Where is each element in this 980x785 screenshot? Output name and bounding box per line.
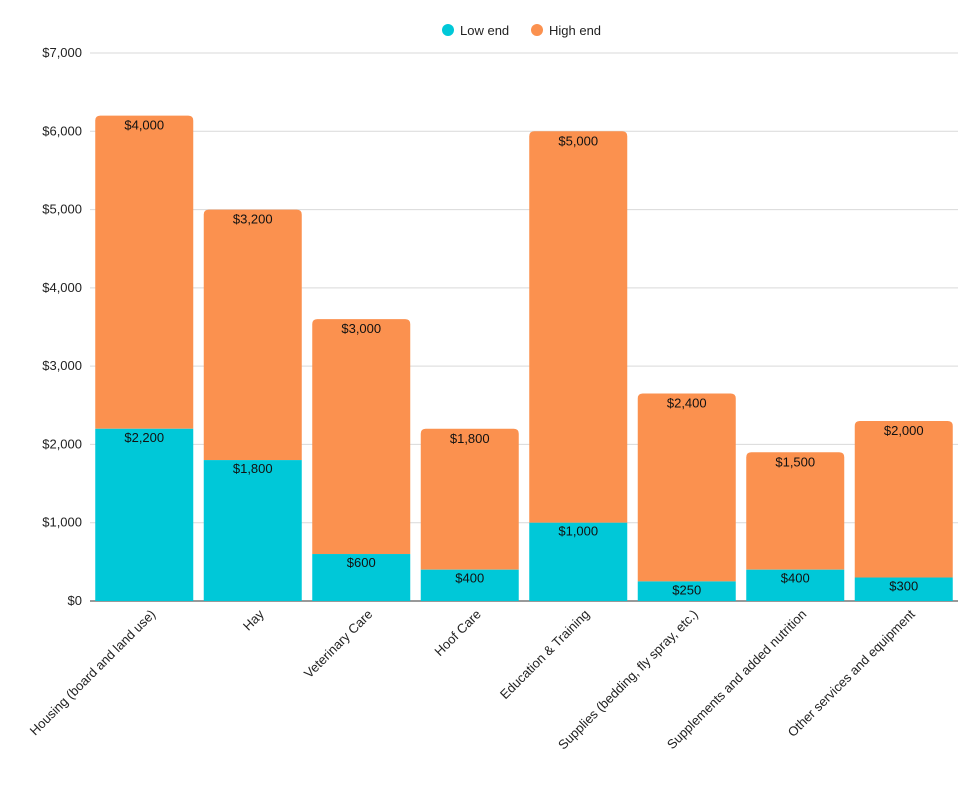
bar-high-end: [854, 420, 953, 578]
x-axis-ticks: Housing (board and land use) Hay Veterinar…: [27, 606, 918, 752]
bar-high-end: [746, 452, 845, 570]
y-tick-label: $0: [68, 593, 82, 608]
y-tick-label: $3,000: [42, 358, 82, 373]
data-label-high-end: $1,500: [775, 454, 815, 469]
bar-low-end: [312, 554, 411, 601]
bar-low-end: [746, 569, 845, 601]
data-label-high-end: $3,000: [341, 321, 381, 336]
data-label-low-end: $250: [672, 582, 701, 597]
data-label-low-end: $1,000: [558, 524, 598, 539]
bar-high-end: [95, 115, 194, 429]
x-tick-label: Veterinary Care: [301, 607, 375, 681]
bar-low-end: [95, 428, 194, 601]
y-tick-label: $5,000: [42, 202, 82, 217]
y-tick-label: $2,000: [42, 436, 82, 451]
y-tick-label: $7,000: [42, 45, 82, 60]
bar-high-end: [312, 319, 411, 555]
bar-high-end: [529, 131, 628, 523]
legend-marker: [442, 24, 454, 36]
x-tick-label: Education & Training: [497, 607, 592, 702]
x-tick-label: Housing (board and land use): [27, 607, 159, 739]
bars: [95, 115, 953, 601]
y-tick-label: $4,000: [42, 280, 82, 295]
y-tick-label: $1,000: [42, 515, 82, 530]
data-label-high-end: $3,200: [233, 212, 273, 227]
data-label-low-end: $2,200: [124, 430, 164, 445]
data-label-high-end: $2,000: [884, 423, 924, 438]
legend-label: High end: [549, 23, 601, 38]
data-label-low-end: $400: [455, 571, 484, 586]
legend: Low end High end: [442, 23, 601, 38]
data-label-low-end: $300: [889, 579, 918, 594]
data-label-high-end: $5,000: [558, 133, 598, 148]
bar-high-end: [420, 428, 519, 570]
bar-low-end: [203, 460, 302, 601]
data-label-high-end: $1,800: [450, 431, 490, 446]
bar-high-end: [637, 393, 736, 582]
data-label-high-end: $4,000: [124, 118, 164, 133]
data-label-low-end: $600: [347, 555, 376, 570]
bar-high-end: [203, 209, 302, 461]
legend-marker: [531, 24, 543, 36]
data-label-low-end: $400: [781, 571, 810, 586]
y-axis-ticks: $0 $1,000 $2,000 $3,000 $4,000 $5,000 $6,000 $7…: [42, 45, 82, 608]
x-tick-label: Hoof Care: [431, 607, 484, 660]
bar-low-end: [529, 522, 628, 601]
x-tick-label: Other services and equipment: [785, 606, 919, 740]
bar-low-end: [854, 577, 953, 601]
data-label-low-end: $1,800: [233, 461, 273, 476]
y-tick-label: $6,000: [42, 123, 82, 138]
bar-low-end: [420, 569, 519, 601]
x-tick-label: Hay: [240, 606, 267, 633]
legend-label: Low end: [460, 23, 509, 38]
data-label-high-end: $2,400: [667, 396, 707, 411]
bar-low-end: [637, 581, 736, 601]
data-labels: $4,000 $2,200 $3,200 $1,800 $3,000 $600 $1,800…: [124, 118, 923, 598]
